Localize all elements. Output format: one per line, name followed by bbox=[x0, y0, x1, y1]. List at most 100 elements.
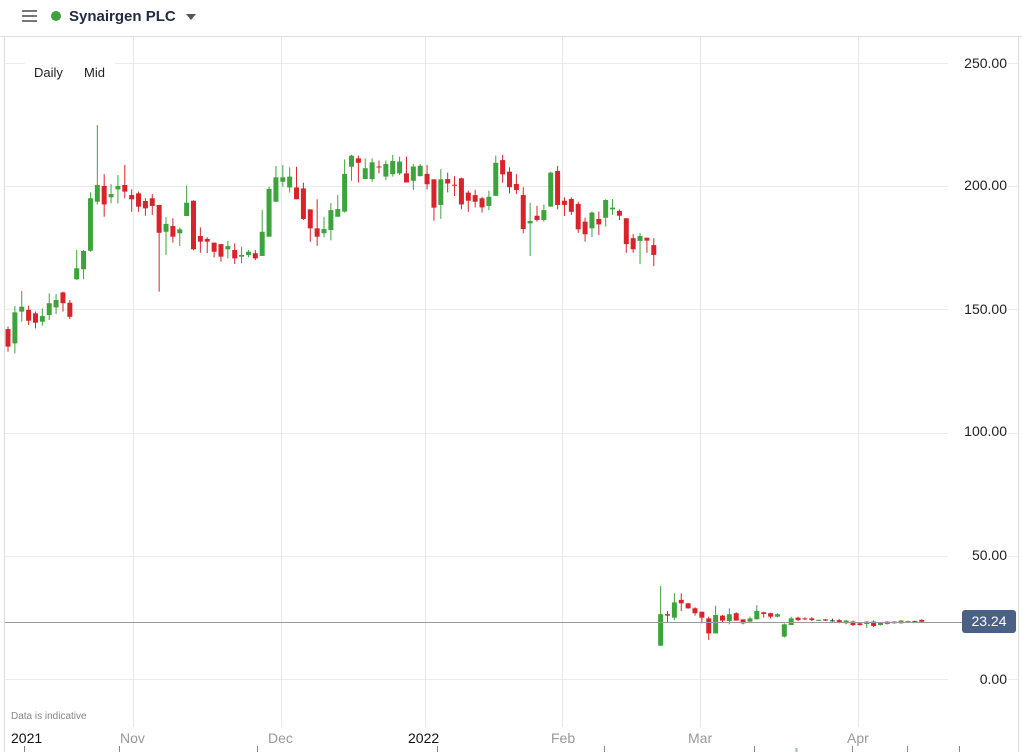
candle bbox=[12, 312, 18, 344]
candle bbox=[568, 199, 574, 212]
candle bbox=[273, 177, 279, 202]
candle bbox=[665, 614, 671, 616]
y-tick-label: 250.00 bbox=[964, 55, 1007, 71]
candle bbox=[719, 615, 725, 621]
candle bbox=[768, 613, 774, 617]
candle bbox=[465, 192, 471, 201]
candle bbox=[692, 608, 698, 614]
chart-grid bbox=[4, 37, 1019, 752]
candle bbox=[678, 599, 684, 604]
caret-down-icon[interactable] bbox=[186, 14, 196, 20]
x-tick-label: Dec bbox=[268, 730, 293, 746]
candle bbox=[919, 619, 925, 622]
candle bbox=[136, 193, 142, 207]
candle bbox=[225, 246, 231, 250]
hamburger-icon[interactable] bbox=[22, 10, 37, 23]
candle bbox=[197, 235, 203, 242]
instrument-header: Synairgen PLC bbox=[0, 0, 1022, 37]
candle bbox=[802, 618, 808, 620]
candle bbox=[761, 612, 767, 614]
y-tick-label: 50.00 bbox=[971, 547, 1007, 563]
candle bbox=[417, 165, 423, 177]
candle bbox=[177, 229, 183, 234]
candle bbox=[67, 302, 73, 317]
candle bbox=[280, 177, 286, 182]
candle bbox=[287, 176, 293, 188]
x-tick-label: Feb bbox=[551, 730, 576, 746]
candle bbox=[142, 200, 148, 209]
candle bbox=[774, 614, 780, 617]
candle bbox=[589, 212, 595, 229]
candle bbox=[816, 619, 822, 621]
candle bbox=[644, 237, 650, 241]
candle bbox=[101, 185, 107, 205]
candles bbox=[5, 125, 925, 646]
candle bbox=[713, 614, 719, 634]
candle bbox=[211, 242, 217, 252]
candle bbox=[184, 202, 190, 217]
candle bbox=[671, 602, 677, 618]
candle bbox=[232, 250, 238, 259]
candle bbox=[294, 187, 300, 200]
interval-selector[interactable]: Daily bbox=[34, 65, 63, 80]
candle bbox=[513, 183, 519, 190]
candle bbox=[335, 209, 341, 217]
candle bbox=[32, 313, 38, 323]
x-tick-label: Apr bbox=[847, 730, 869, 746]
candle bbox=[266, 188, 272, 237]
candle bbox=[541, 210, 547, 220]
candle bbox=[561, 200, 567, 205]
price-type-selector[interactable]: Mid bbox=[84, 65, 105, 80]
x-tick-label: Nov bbox=[120, 730, 145, 746]
data-disclaimer: Data is indicative bbox=[11, 711, 87, 722]
candle bbox=[115, 185, 121, 190]
candle bbox=[376, 166, 382, 168]
candle bbox=[328, 210, 334, 231]
candle bbox=[403, 173, 409, 183]
candle bbox=[218, 244, 224, 257]
candle bbox=[445, 179, 451, 184]
candle bbox=[555, 170, 561, 205]
candle bbox=[596, 218, 602, 225]
candle bbox=[548, 172, 554, 207]
candle bbox=[259, 231, 265, 256]
candle bbox=[170, 226, 176, 237]
candle bbox=[472, 195, 478, 202]
candle bbox=[898, 620, 904, 624]
last-price-badge: 23.24 bbox=[962, 610, 1016, 633]
candle bbox=[520, 195, 526, 230]
candle bbox=[603, 199, 609, 218]
candle bbox=[452, 184, 458, 186]
candle bbox=[850, 621, 856, 626]
y-tick-label: 150.00 bbox=[964, 301, 1007, 317]
candle bbox=[349, 155, 354, 167]
candle bbox=[507, 171, 513, 188]
candle bbox=[314, 228, 320, 237]
candle bbox=[307, 209, 313, 229]
candle bbox=[623, 218, 629, 245]
candle bbox=[912, 621, 918, 623]
candle bbox=[534, 215, 540, 220]
candle bbox=[94, 184, 100, 202]
candle bbox=[610, 207, 616, 210]
candle bbox=[129, 195, 135, 200]
candle bbox=[871, 621, 877, 627]
candle bbox=[252, 253, 258, 259]
candle bbox=[582, 221, 588, 235]
y-tick-label: 100.00 bbox=[964, 423, 1007, 439]
x-tick-label: 2022 bbox=[408, 730, 440, 746]
candle bbox=[493, 162, 499, 196]
instrument-title[interactable]: Synairgen PLC bbox=[69, 8, 176, 25]
candle bbox=[726, 614, 732, 622]
candle bbox=[438, 179, 444, 205]
candle bbox=[836, 620, 842, 623]
candle bbox=[781, 624, 787, 637]
candle bbox=[431, 179, 437, 208]
candle bbox=[651, 245, 657, 255]
candle bbox=[87, 198, 93, 251]
candle bbox=[81, 251, 87, 270]
candle bbox=[905, 621, 911, 623]
candle bbox=[239, 254, 245, 257]
candle bbox=[616, 210, 622, 216]
